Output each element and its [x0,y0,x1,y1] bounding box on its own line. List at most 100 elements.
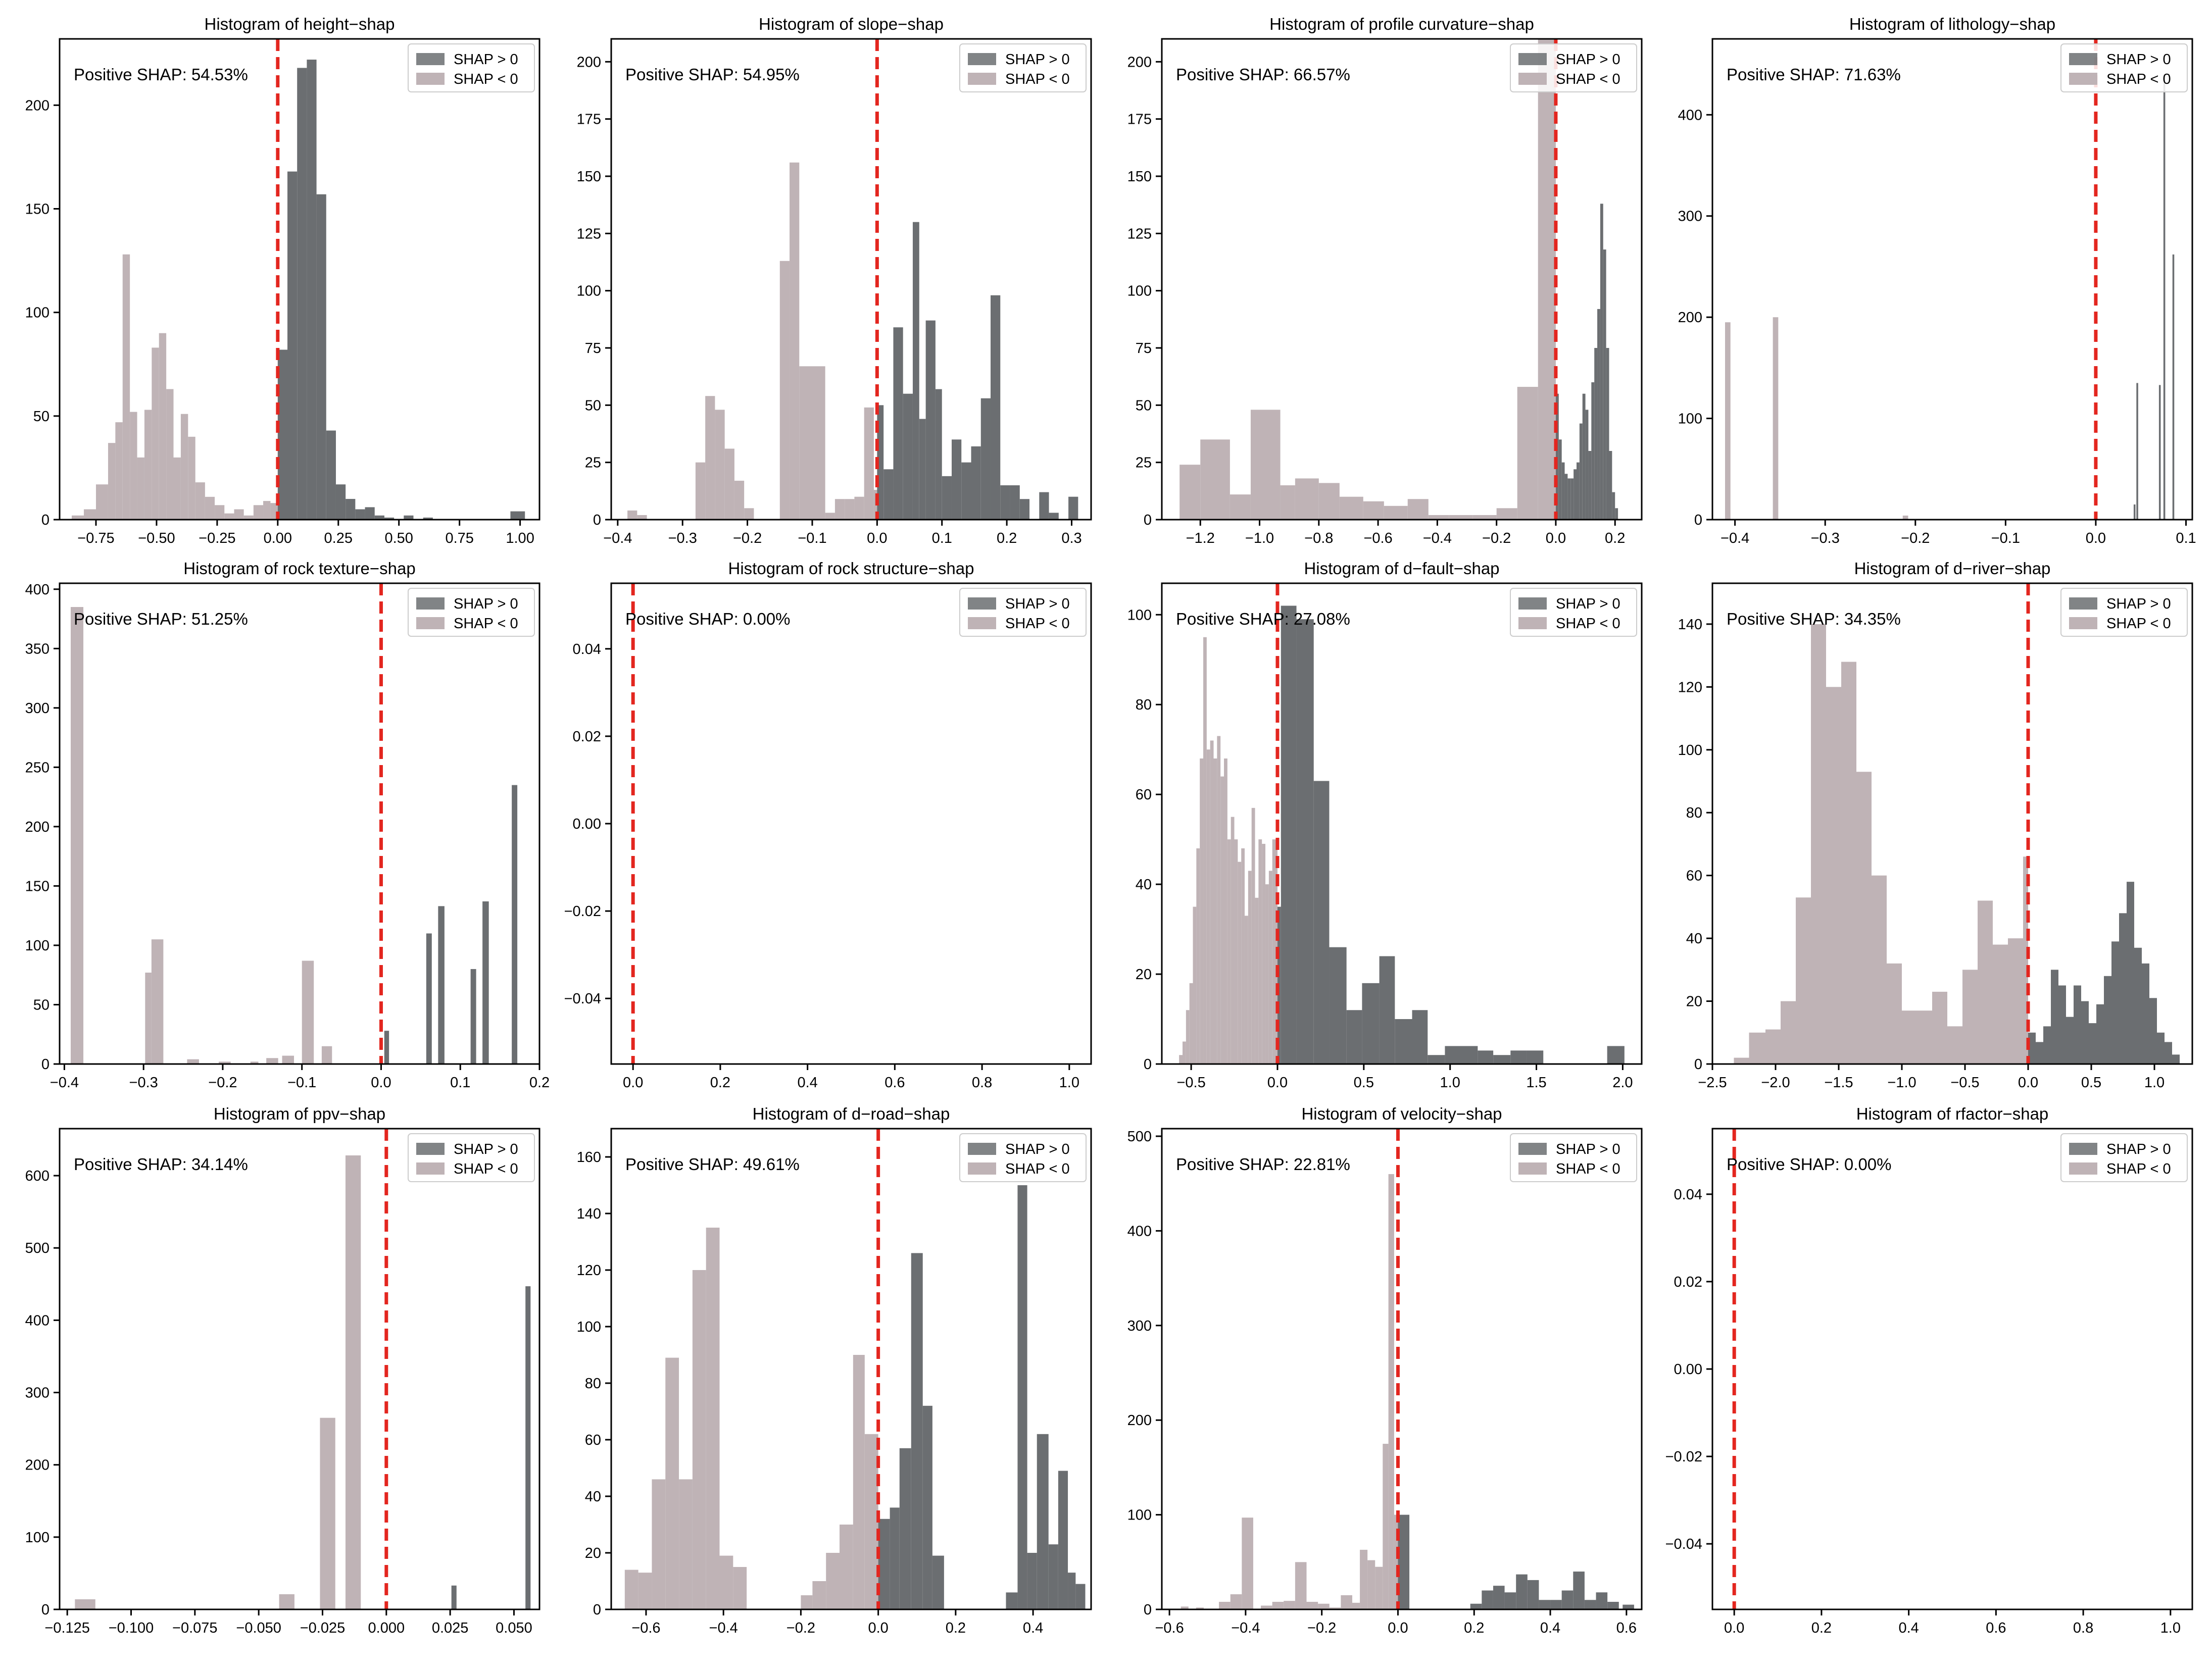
subplot-title: Histogram of velocity−shap [1301,1104,1502,1123]
legend-label-positive: SHAP > 0 [1556,596,1620,612]
y-tick-label: 120 [577,1262,601,1279]
x-tick-label: 0.0 [1388,1620,1408,1636]
histogram-bar-positive [2165,1042,2172,1064]
legend: SHAP > 0 SHAP < 0 [1510,43,1637,92]
y-tick-label: 100 [25,938,50,954]
histogram-bar-negative [1329,1607,1341,1609]
x-tick-label: −0.3 [1811,530,1840,546]
histogram-bar-positive [1600,204,1603,520]
x-tick-label: −0.2 [1482,530,1511,546]
legend: SHAP > 0 SHAP < 0 [408,588,535,637]
x-tick-label: −0.4 [1423,530,1452,546]
histogram-bar-negative [679,1479,693,1609]
histogram-bar-positive [1379,956,1395,1064]
y-tick-label: 0 [41,1602,50,1618]
x-tick-label: 1.0 [1059,1075,1079,1091]
histogram-bar-negative [1449,515,1473,520]
x-tick-label: −0.4 [50,1075,79,1091]
histogram-bar-negative [1261,1605,1272,1609]
histogram-bar-negative [1932,991,1947,1064]
subplot-title: Histogram of slope−shap [759,15,944,33]
histogram-bar-positive [1516,1574,1528,1609]
y-tick-label: 120 [1678,679,1702,695]
x-tick-label: 0.4 [1898,1620,1919,1636]
axes-frame [610,582,1092,1065]
histogram-bar-positive [1075,1584,1086,1609]
histogram-bar-negative [144,410,152,520]
histogram-bar-positive [980,398,991,520]
legend: SHAP > 0 SHAP < 0 [959,43,1087,92]
y-tick-label: 200 [25,819,50,835]
histogram-bar-positive [1027,1553,1037,1609]
axes-frame [1161,582,1643,1065]
x-tick-label: 2.0 [1612,1075,1633,1091]
histogram-bar-negative [1318,483,1340,520]
histogram-bar-negative [83,509,96,520]
subplot-6: 0.0 0.2 0.4 0.6 0.8 1.0 −0.04 −0.02 0.00 0.02 0.04… [564,559,1092,1091]
x-tick-label: 0.5 [1354,1075,1374,1091]
x-tick-label: 0.2 [997,530,1017,546]
histogram-bar-positive [911,1253,923,1609]
x-tick-label: 0.2 [529,1075,550,1091]
y-tick-label: 100 [1127,1507,1152,1524]
y-tick-label: 0 [1144,512,1152,528]
histogram-bar-positive [1493,1055,1511,1064]
histogram-bar-positive [1445,1046,1478,1064]
histogram-bar-positive [1607,1602,1619,1609]
histogram-bar-positive [878,1519,890,1609]
legend-label-negative: SHAP < 0 [2106,71,2171,87]
histogram-bar-positive [1576,462,1580,520]
histogram-bar-positive [1612,492,1615,520]
x-tick-label: 1.0 [1440,1075,1460,1091]
x-tick-label: 0.2 [710,1075,730,1091]
positive-shap-annotation: Positive SHAP: 22.81% [1176,1155,1350,1174]
histogram-bar-negative [1841,662,1856,1064]
legend: SHAP > 0 SHAP < 0 [1510,588,1637,637]
subplot-5: −0.4 −0.3 −0.2 −0.1 0.0 0.1 0.2 0 50 100 150 200 250… [25,559,550,1091]
y-tick-label: 600 [25,1168,50,1184]
y-tick-label: 50 [1136,397,1152,414]
y-tick-label: 400 [1678,107,1702,123]
histogram-bar-negative [1902,1010,1917,1064]
x-tick-label: 0.6 [1616,1620,1637,1636]
x-tick-label: −0.4 [603,530,632,546]
histogram-bar-positive [1296,619,1314,1064]
histogram-bar-positive [2066,1017,2074,1064]
x-tick-label: 0.75 [445,530,473,546]
legend-label-negative: SHAP < 0 [1556,71,1620,87]
histogram-bar-negative [1826,687,1841,1064]
histogram-bar-positive [1017,1185,1027,1609]
histogram-bar-negative [279,1594,294,1609]
x-tick-label: 0.0 [2086,530,2106,546]
histogram-bar-positive [2051,970,2058,1064]
x-tick-label: 1.0 [2144,1075,2165,1091]
histogram-bar-negative [1193,906,1197,1064]
x-tick-label: 0.0 [1546,530,1566,546]
x-tick-label: 0.2 [1464,1620,1484,1636]
positive-shap-annotation: Positive SHAP: 27.08% [1176,610,1350,628]
histogram-bar-negative [1341,1595,1352,1609]
histogram-bar-negative [1339,496,1363,520]
legend-label-negative: SHAP < 0 [454,71,518,87]
x-tick-label: −0.2 [208,1075,237,1091]
histogram-bar-negative [1384,505,1408,520]
legend-swatch-positive [968,1143,996,1155]
histogram-bar-negative [1224,758,1227,1064]
histogram-bar-negative [152,347,159,520]
histogram-bar-positive [1539,1600,1551,1609]
x-tick-label: −0.25 [199,530,235,546]
histogram-bar-positive [316,194,326,520]
y-tick-label: 500 [1127,1129,1152,1145]
histogram-bar-positive [470,969,476,1064]
subplot-7: −0.5 0.0 0.5 1.0 1.5 2.0 0 20 40 60 80 100 Histogram… [1127,559,1643,1091]
histogram-bar-positive [1039,492,1049,520]
histogram-bar-negative [733,1567,747,1609]
histogram-bar-negative [695,462,706,520]
positive-shap-annotation: Positive SHAP: 34.14% [74,1155,248,1174]
histogram-bar-negative [1179,1055,1183,1064]
histogram-bar-positive [2058,985,2066,1064]
histogram-bar-negative [1234,839,1238,1064]
subplot-1: −0.75 −0.50 −0.25 0.00 0.25 0.50 0.75 1.00 0 50 10… [25,15,540,546]
positive-shap-annotation: Positive SHAP: 66.57% [1176,65,1350,84]
y-tick-label: 300 [1678,209,1702,225]
